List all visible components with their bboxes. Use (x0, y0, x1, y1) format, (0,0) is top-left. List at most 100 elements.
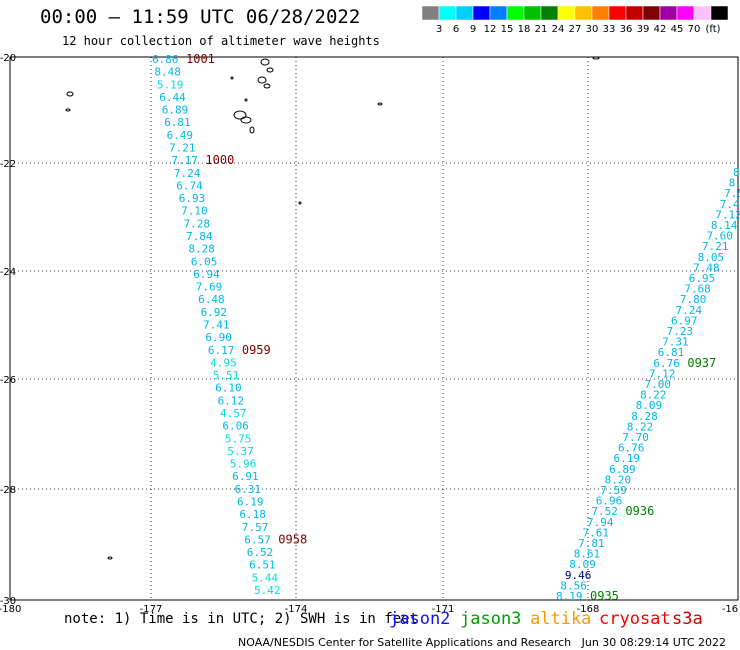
track-west-value: 8.28 (188, 243, 215, 256)
colorbar-swatch (421, 5, 440, 21)
track-east-value: 7.81 (578, 537, 605, 550)
colorbar-swatch (489, 5, 508, 21)
track-west-value: 6.17 (208, 344, 235, 357)
legend-cryosat: cryosat (599, 609, 671, 629)
track-west-value: 6.44 (159, 91, 186, 104)
track-east-value: 7.60 (706, 230, 733, 243)
track-west-value: 7.17 (171, 154, 198, 167)
lon-tick-label: -16 (722, 604, 738, 615)
colorbar-swatch (506, 5, 525, 21)
track-west-value: 7.57 (242, 521, 269, 534)
track-west-value: 6.57 (244, 533, 270, 546)
map-subtitle: 12 hour collection of altimeter wave hei… (62, 34, 380, 48)
track-east-value: 7.61 (583, 526, 610, 539)
track-east-value: 7.00 (645, 378, 672, 391)
island-icon (263, 83, 271, 89)
colorbar-swatch (608, 5, 627, 21)
track-west-value: 5.44 (252, 571, 279, 584)
island-icon (66, 91, 74, 97)
track-west-value: 6.89 (162, 104, 189, 117)
track-west-value: 6.31 (235, 483, 261, 496)
track-west-time-label: 0959 (242, 343, 271, 357)
track-east-value: 8.22 (640, 389, 667, 402)
track-east-value: 7.5 (724, 187, 740, 200)
track-west-value: 6.90 (205, 331, 232, 344)
track-east-value: 7.12 (715, 208, 740, 221)
lon-tick-label: -180 (0, 604, 21, 615)
track-east-value: 8 (733, 166, 740, 179)
colorbar-swatch (693, 5, 712, 21)
colorbar-tick-label: 33 (603, 24, 616, 35)
colorbar-tick-label: 36 (620, 24, 633, 35)
island-icon (377, 102, 383, 106)
track-west-value: 5.51 (213, 369, 240, 382)
colorbar-tick-label: 27 (569, 24, 582, 35)
track-east-value: 8. (729, 177, 740, 190)
island-icon (240, 116, 252, 124)
map-title: 00:00 – 11:59 UTC 06/28/2022 (40, 6, 361, 28)
track-east-value: 7.94 (587, 516, 614, 529)
track-west-value: 6.48 (198, 293, 225, 306)
track-east-value: 7.80 (680, 293, 707, 306)
track-west-value: 6.49 (167, 129, 194, 142)
track-east-time-label: 0937 (687, 356, 716, 370)
track-east-group: 88.7.57.407.128.147.607.218.057.486.957.… (556, 166, 740, 603)
track-west-value: 7.10 (181, 205, 208, 218)
footer-credit: NOAA/NESDIS Center for Satellite Applica… (238, 636, 727, 649)
legend-altika: altika (530, 609, 592, 629)
lon-tick-label: -174 (285, 604, 308, 615)
track-east-value: 8.09 (569, 558, 596, 571)
track-west-time-label: 1001 (186, 52, 215, 66)
track-east-value: 6.96 (596, 495, 623, 508)
track-west-value: 6.05 (191, 255, 218, 268)
lon-tick-label: -168 (577, 604, 600, 615)
track-east-value: 6.89 (609, 463, 636, 476)
track-east-value: 8.20 (605, 473, 632, 486)
track-east-value: 9.46 (565, 569, 592, 582)
track-east-value: 7.70 (622, 431, 649, 444)
colorbar-tick-label: 24 (552, 24, 565, 35)
island-outlines (65, 56, 600, 560)
track-east-value: 8.05 (698, 251, 725, 264)
track-east-value: 7.21 (702, 240, 729, 253)
track-east-value: 7.68 (684, 283, 711, 296)
colorbar-swatch (472, 5, 491, 21)
track-west-value: 5.75 (225, 432, 252, 445)
track-east-time-label: 0936 (625, 504, 654, 518)
colorbar-swatch (625, 5, 644, 21)
track-east-value: 6.76 (653, 357, 680, 370)
legend-jason3: jason3 (460, 609, 522, 629)
track-east-value: 6.95 (689, 272, 716, 285)
track-west-value: 7.24 (174, 167, 201, 180)
colorbar-tick-label: 39 (637, 24, 650, 35)
track-west-value: 7.84 (186, 230, 213, 243)
track-west-value: 6.94 (193, 268, 220, 281)
track-west-value: 6.52 (247, 546, 274, 559)
colorbar-unit: (ft) (705, 24, 720, 35)
lat-tick-label: -28 (0, 485, 16, 496)
track-east-value: 6.97 (671, 314, 698, 327)
track-east-value: 6.19 (614, 452, 641, 465)
colorbar-tick-label: 42 (654, 24, 667, 35)
track-west-value: 5.19 (157, 78, 184, 91)
track-west-value: 5.42 (254, 584, 281, 597)
colorbar-tick-label: 18 (518, 24, 531, 35)
track-east-value: 7.12 (649, 367, 676, 380)
track-west-time-label: 1000 (205, 153, 234, 167)
lon-tick-label: -171 (432, 604, 455, 615)
track-east-value: 7.59 (600, 484, 627, 497)
colorbar-tick-label: 12 (484, 24, 497, 35)
track-east-value: 7.23 (667, 325, 694, 338)
track-east-value: 8.56 (560, 579, 587, 592)
track-east-time-label: 0935 (590, 589, 619, 603)
island-icon (592, 56, 600, 60)
track-east-value: 7.31 (662, 336, 689, 349)
island-icon (257, 76, 267, 84)
track-west-value: 7.28 (184, 217, 211, 230)
track-west-value: 6.81 (164, 116, 191, 129)
island-icon (65, 108, 71, 112)
map-frame (9, 56, 739, 601)
colorbar-tick-label: 9 (470, 24, 476, 35)
lat-tick-label: -26 (0, 375, 16, 386)
lon-tick-label: -177 (140, 604, 163, 615)
